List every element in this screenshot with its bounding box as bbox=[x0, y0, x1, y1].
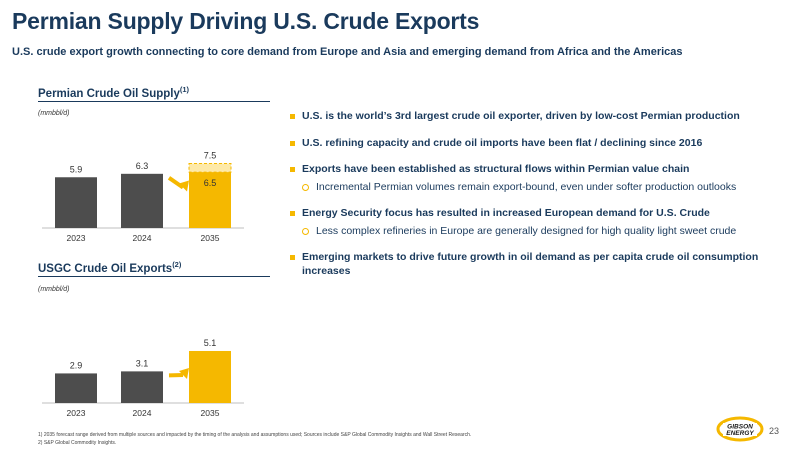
bullet-item: Energy Security focus has resulted in in… bbox=[290, 207, 760, 238]
footnote-1: 1) 2035 forecast range derived from mult… bbox=[38, 432, 472, 438]
range-top-label: 7.5 bbox=[204, 151, 217, 161]
supply-chart-title: Permian Crude Oil Supply(1) bbox=[38, 85, 190, 100]
sub-bullet-item: Less complex refineries in Europe are ge… bbox=[302, 225, 760, 239]
sub-bullet-item: Incremental Permian volumes remain expor… bbox=[302, 181, 760, 195]
supply-chart-rule bbox=[38, 101, 270, 102]
page-subtitle: U.S. crude export growth connecting to c… bbox=[12, 46, 683, 58]
x-tick-label: 2024 bbox=[133, 408, 152, 418]
x-tick-label: 2024 bbox=[133, 233, 152, 243]
growth-arrow-shaft bbox=[167, 176, 185, 190]
page-title: Permian Supply Driving U.S. Crude Export… bbox=[12, 8, 480, 34]
logo-backing bbox=[723, 423, 757, 436]
logo-text-1: GIBSON bbox=[727, 424, 753, 431]
sub-bullet-text: Incremental Permian volumes remain expor… bbox=[316, 180, 737, 193]
supply-chart-unit: (mmbbl/d) bbox=[38, 110, 70, 117]
bullet-marker bbox=[290, 167, 295, 172]
bullet-item: U.S. refining capacity and crude oil imp… bbox=[290, 137, 760, 151]
bullet-list: U.S. is the world’s 3rd largest crude oi… bbox=[290, 110, 760, 291]
sub-bullet-text: Less complex refineries in Europe are ge… bbox=[316, 224, 737, 237]
bullet-marker bbox=[290, 114, 295, 119]
bullet-text: Emerging markets to drive future growth … bbox=[302, 251, 759, 277]
bullet-text: Exports have been established as structu… bbox=[302, 163, 690, 175]
page-number: 23 bbox=[769, 426, 780, 436]
bullet-item: Emerging markets to drive future growth … bbox=[290, 251, 760, 278]
bar bbox=[189, 172, 231, 228]
bullet-marker bbox=[290, 255, 295, 260]
sub-bullet-marker bbox=[302, 183, 309, 191]
x-tick-label: 2023 bbox=[67, 408, 86, 418]
bar bbox=[55, 177, 97, 228]
x-tick-label: 2035 bbox=[201, 408, 220, 418]
footnotes: 1) 2035 forecast range derived from mult… bbox=[38, 431, 471, 447]
bar-value-label: 5.9 bbox=[70, 164, 83, 174]
bar bbox=[55, 373, 97, 403]
exports-chart-unit: (mmbbl/d) bbox=[38, 286, 70, 293]
range-bar bbox=[188, 163, 232, 173]
sub-bullet-marker bbox=[302, 227, 309, 235]
bullet-item: Exports have been established as structu… bbox=[290, 163, 760, 194]
exports-chart: 2.9 2023 3.1 2024 5.1 2035 bbox=[42, 338, 244, 418]
footnote-2: 2) S&P Global Commodity Insights. bbox=[38, 440, 117, 446]
bullet-item: U.S. is the world’s 3rd largest crude oi… bbox=[290, 110, 760, 124]
bullet-text: U.S. refining capacity and crude oil imp… bbox=[302, 136, 703, 149]
bar bbox=[189, 350, 231, 403]
growth-arrow-head bbox=[179, 367, 189, 379]
bar-value-label: 3.1 bbox=[136, 358, 149, 368]
exports-chart-title: USGC Crude Oil Exports(2) bbox=[38, 260, 182, 275]
gibson-energy-logo: GIBSON ENERGY bbox=[716, 416, 764, 442]
supply-chart: 5.9 2023 6.3 2024 7.5 6.5 2035 bbox=[42, 151, 244, 243]
logo-text-2: ENERGY bbox=[726, 430, 754, 437]
bar-value-label: 2.9 bbox=[70, 360, 83, 370]
bar bbox=[121, 173, 163, 228]
bar-value-label: 6.3 bbox=[136, 161, 149, 171]
growth-arrow-head bbox=[179, 180, 189, 192]
bullet-marker bbox=[290, 140, 295, 146]
x-tick-label: 2035 bbox=[201, 233, 220, 243]
bullet-text: U.S. is the world’s 3rd largest crude oi… bbox=[302, 110, 740, 122]
bar-value-label: 5.1 bbox=[204, 338, 217, 348]
bullet-marker bbox=[290, 211, 295, 216]
bar bbox=[121, 371, 163, 403]
exports-chart-rule bbox=[38, 276, 270, 277]
x-tick-label: 2023 bbox=[67, 233, 86, 243]
logo-swoosh bbox=[716, 416, 764, 442]
bar-value-label: 6.5 bbox=[204, 178, 217, 188]
bullet-text: Energy Security focus has resulted in in… bbox=[302, 207, 710, 219]
